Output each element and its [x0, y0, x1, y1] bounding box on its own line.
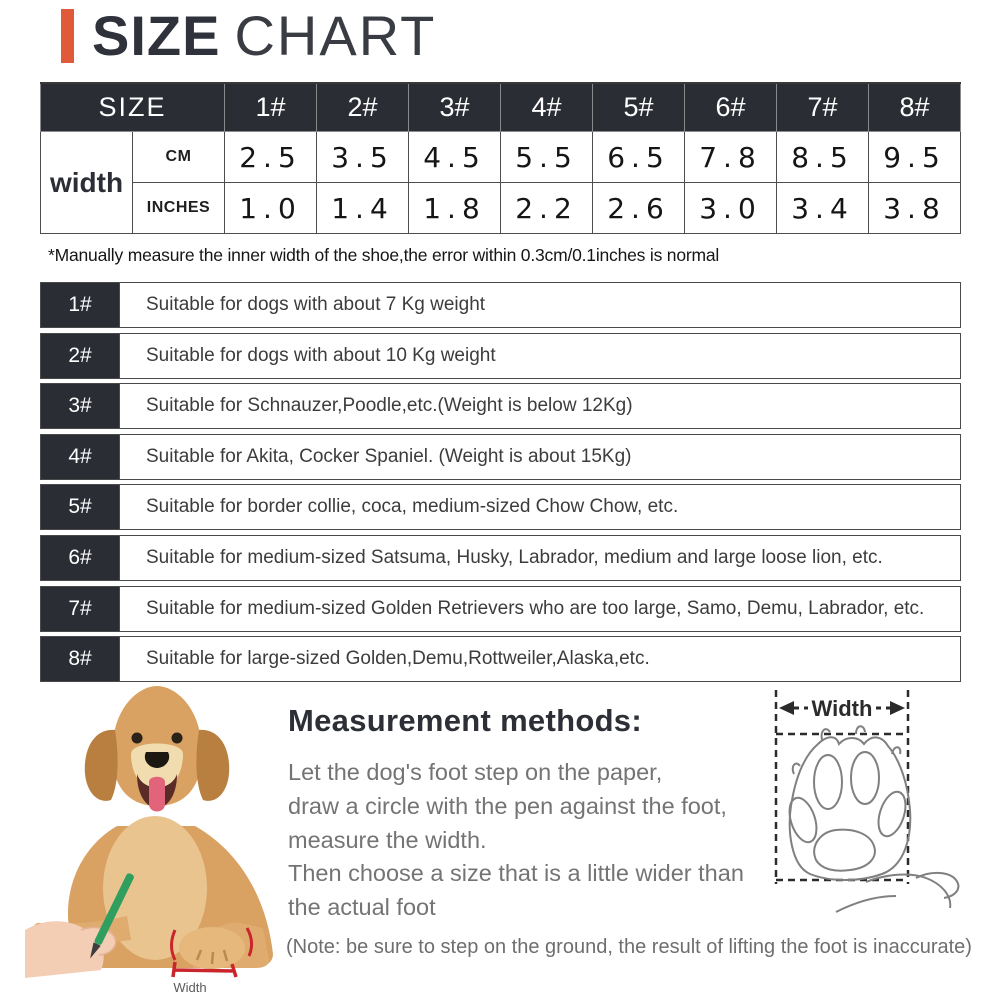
measurement-line: Let the dog's foot step on the paper,: [288, 759, 663, 785]
size-col-7: 7#: [776, 82, 869, 132]
size-description: Suitable for dogs with about 7 Kg weight: [146, 294, 486, 315]
paw-outline: [788, 725, 960, 913]
title-size: SIZE: [92, 3, 221, 67]
size-guide-row: 1# Suitable for dogs with about 7 Kg wei…: [40, 282, 961, 328]
size-badge: 4#: [41, 434, 120, 479]
size-guide-list: 1# Suitable for dogs with about 7 Kg wei…: [40, 282, 961, 687]
accent-bar: [61, 9, 74, 63]
size-badge: 8#: [41, 637, 120, 682]
size-table-corner: SIZE: [40, 82, 225, 132]
inches-value: 1.0: [224, 182, 317, 234]
cm-value: 5.5: [500, 131, 593, 183]
inches-unit-label: INCHES: [132, 182, 225, 234]
size-col-4: 4#: [500, 82, 593, 132]
measurement-line: draw a circle with the pen against the f…: [288, 792, 727, 819]
size-description: Suitable for medium-sized Satsuma, Husky…: [146, 546, 883, 568]
cm-value: 8.5: [776, 131, 869, 183]
size-badge: 5#: [41, 485, 120, 530]
width-arrows: [779, 701, 905, 715]
size-description: Suitable for Schnauzer,Poodle,etc.(Weigh…: [146, 395, 633, 417]
size-table: SIZE 1# 2# 3# 4# 5# 6# 7# 8# width CM 2.…: [40, 82, 961, 234]
cm-value: 6.5: [592, 131, 685, 183]
inches-value: 3.0: [684, 182, 777, 234]
cm-row: width CM 2.5 3.5 4.5 5.5 6.5 7.8 8.5 9.5: [40, 131, 961, 234]
inches-value: 1.8: [408, 182, 501, 234]
size-description: Suitable for medium-sized Golden Retriev…: [146, 597, 925, 619]
cm-value: 3.5: [316, 131, 409, 183]
paw-width-diagram: Width: [774, 690, 960, 913]
size-description: Suitable for Akita, Cocker Spaniel. (Wei…: [146, 445, 632, 467]
inches-row: INCHES 1.0 1.4 1.8 2.2 2.6 3.0 3.4 3.8: [41, 182, 961, 234]
cm-value: 7.8: [684, 131, 777, 183]
inches-value: 3.4: [776, 182, 869, 234]
cm-value: 2.5: [224, 131, 317, 183]
size-table-header-row: SIZE 1# 2# 3# 4# 5# 6# 7# 8#: [40, 82, 961, 132]
size-badge: 3#: [41, 384, 120, 429]
size-col-6: 6#: [684, 82, 777, 132]
inches-value: 2.6: [592, 182, 685, 234]
measurement-line: measure the width.: [288, 826, 487, 853]
cm-value: 9.5: [868, 131, 961, 183]
size-guide-row: 8# Suitable for large-sized Golden,Demu,…: [40, 636, 961, 683]
size-guide-row: 6# Suitable for medium-sized Satsuma, Hu…: [40, 534, 961, 581]
measurement-heading: Measurement methods:: [288, 703, 642, 738]
measurement-line: Then choose a size that is a little wide…: [288, 860, 744, 887]
size-description: Suitable for dogs with about 10 Kg weigh…: [146, 344, 496, 366]
dog-measuring-photo: [25, 686, 273, 978]
size-col-2: 2#: [316, 82, 409, 132]
size-guide-row: 4# Suitable for Akita, Cocker Spaniel. (…: [40, 433, 961, 480]
diagram-width-label: Width: [812, 696, 873, 721]
size-guide-row: 5# Suitable for border collie, coca, med…: [40, 484, 961, 531]
measurement-note: (Note: be sure to step on the ground, th…: [286, 936, 972, 958]
size-badge: 7#: [41, 586, 120, 631]
size-col-3: 3#: [408, 82, 501, 132]
size-guide-row: 7# Suitable for medium-sized Golden Retr…: [40, 585, 961, 632]
cm-value: 4.5: [408, 131, 501, 183]
measurement-instructions: Let the dog's foot step on the paper, dr…: [288, 756, 744, 925]
size-badge: 6#: [41, 535, 120, 580]
size-badge: 2#: [41, 333, 120, 378]
size-col-8: 8#: [868, 82, 961, 132]
inches-value: 3.8: [868, 182, 961, 234]
size-description: Suitable for large-sized Golden,Demu,Rot…: [146, 648, 650, 670]
inches-value: 1.4: [316, 182, 409, 234]
size-badge: 1#: [41, 283, 120, 327]
title-chart: CHART: [234, 3, 437, 67]
table-footnote: *Manually measure the inner width of the…: [48, 245, 720, 265]
page-title: SIZE CHART: [92, 0, 436, 70]
inches-value: 2.2: [500, 182, 593, 234]
size-description: Suitable for border collie, coca, medium…: [146, 496, 679, 518]
cm-unit-label: CM: [132, 131, 225, 183]
width-row-label: width: [40, 131, 133, 234]
size-col-5: 5#: [592, 82, 685, 132]
measurement-line: the actual foot: [288, 894, 436, 921]
size-col-1: 1#: [224, 82, 317, 132]
size-guide-row: 2# Suitable for dogs with about 10 Kg we…: [40, 332, 961, 379]
photo-width-label: Width: [173, 980, 207, 995]
size-guide-row: 3# Suitable for Schnauzer,Poodle,etc.(We…: [40, 383, 961, 430]
